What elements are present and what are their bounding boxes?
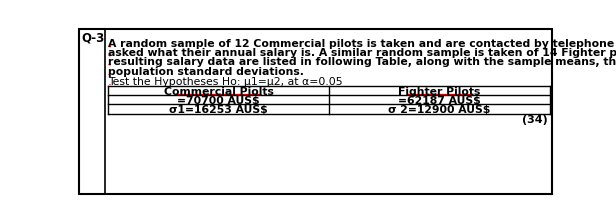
Text: asked what their annual salary is. A similar random sample is taken of 14 Fighte: asked what their annual salary is. A sim… xyxy=(108,48,616,58)
Text: =62187 AUS$: =62187 AUS$ xyxy=(398,96,480,106)
Text: population standard deviations.: population standard deviations. xyxy=(108,67,304,76)
Text: σ1=16253 AUS$: σ1=16253 AUS$ xyxy=(169,105,268,115)
Text: Commercial Piolts: Commercial Piolts xyxy=(163,87,274,97)
Text: Fighter Pilots: Fighter Pilots xyxy=(398,87,480,97)
Text: A random sample of 12 Commercial pilots is taken and are contacted by telephone : A random sample of 12 Commercial pilots … xyxy=(108,39,616,49)
Text: =70700 AUS$: =70700 AUS$ xyxy=(177,96,260,106)
Text: σ 2=12900 AUS$: σ 2=12900 AUS$ xyxy=(388,105,490,115)
Text: Q-3: Q-3 xyxy=(81,32,104,45)
Text: resulting salary data are listed in following Table, along with the sample means: resulting salary data are listed in foll… xyxy=(108,57,616,67)
Text: Test the Hypotheses Ho: μ1=μ2, at α=0.05: Test the Hypotheses Ho: μ1=μ2, at α=0.05 xyxy=(108,76,342,87)
Text: (34): (34) xyxy=(522,115,548,125)
